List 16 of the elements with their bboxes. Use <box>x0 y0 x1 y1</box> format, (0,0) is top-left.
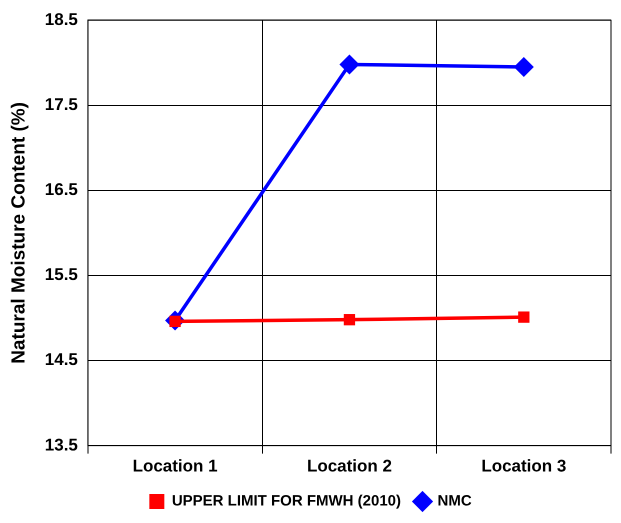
legend-label: UPPER LIMIT FOR FMWH (2010) <box>172 492 402 510</box>
point <box>344 314 356 326</box>
y-axis-title: Natural Moisture Content (%) <box>8 102 30 364</box>
y-tick-label: 18.5 <box>44 10 78 29</box>
y-tick-label: 16.5 <box>44 180 78 200</box>
x-tick-label: Location 2 <box>306 456 392 476</box>
point <box>514 56 534 77</box>
y-tick-label: 14.5 <box>44 350 78 370</box>
x-tick-label: Location 1 <box>132 456 218 476</box>
y-tick-label: 17.5 <box>44 94 78 114</box>
y-tick-label: 15.5 <box>44 265 78 284</box>
y-tick-label: 13.5 <box>44 435 78 454</box>
x-tick-label: Location 3 <box>481 456 566 476</box>
point <box>339 54 360 74</box>
legend-label: NMC <box>438 492 472 510</box>
point <box>518 311 530 323</box>
